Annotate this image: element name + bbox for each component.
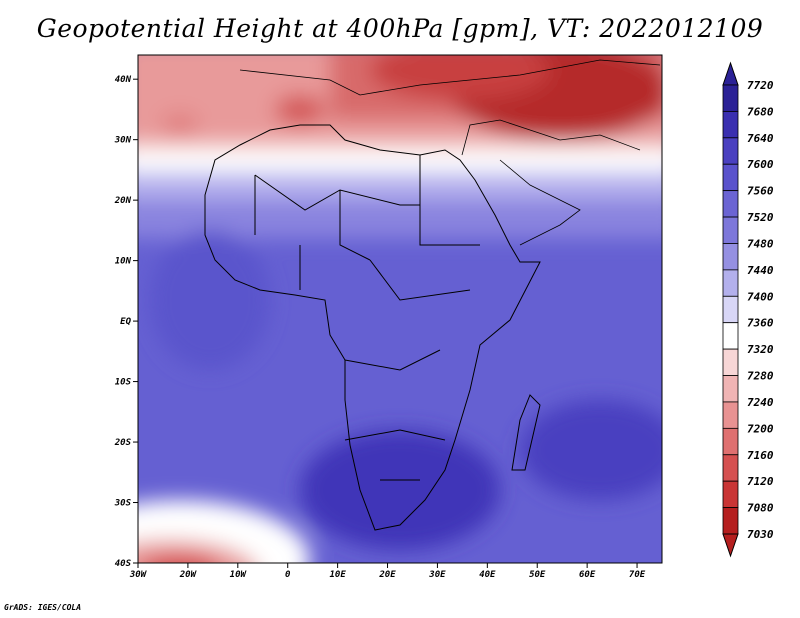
legend-swatch [722, 375, 739, 403]
legend-max-arrow [722, 61, 739, 86]
legend-label: 7320 [747, 343, 774, 356]
legend-min-arrow [722, 533, 739, 558]
legend-swatch [722, 295, 739, 324]
legend-swatch [722, 190, 739, 218]
legend-swatch [722, 137, 739, 165]
legend-swatch [722, 322, 739, 350]
lat-label: EQ [120, 317, 131, 327]
legend-swatch [722, 111, 739, 139]
legend-label: 7200 [747, 422, 774, 435]
lon-label: 40E [479, 570, 496, 580]
legend-label: 7480 [747, 237, 774, 250]
lat-label: 20S [114, 438, 132, 448]
legend-swatch [722, 348, 739, 376]
lat-label: 30N [114, 136, 132, 146]
legend-label: 7600 [747, 158, 774, 171]
legend-swatch [722, 216, 739, 244]
legend-label: 7080 [747, 502, 774, 515]
lat-label: 30S [114, 499, 132, 509]
legend-swatch [722, 163, 739, 192]
lat-label: 20N [114, 196, 132, 206]
lon-label: 60E [579, 570, 596, 580]
lat-label: 40S [115, 559, 132, 569]
legend-swatch [722, 401, 739, 429]
legend-label: 7560 [747, 185, 774, 198]
map-frame [137, 54, 663, 564]
lat-label: 40N [115, 75, 132, 85]
legend-label: 7280 [747, 370, 774, 383]
legend-swatch [722, 454, 739, 482]
color-legend: 7720 7680 7640 7600 7560 7520 7480 7440 7400 7360… [722, 61, 774, 558]
legend-swatch [722, 480, 739, 508]
legend-swatch [722, 427, 739, 456]
legend-label: 7240 [747, 396, 774, 409]
legend-label: 7680 [747, 105, 774, 118]
legend-label: 7120 [747, 475, 774, 488]
legend-label: 7400 [747, 290, 774, 303]
lon-label: 30W [129, 570, 148, 580]
legend-label: 7640 [747, 132, 774, 145]
lon-label: 10W [230, 570, 248, 580]
grads-credit: GrADS: IGES/COLA [4, 603, 82, 612]
lat-label: 10S [115, 378, 132, 388]
chart-title: Geopotential Height at 400hPa [gpm], VT:… [36, 14, 764, 43]
lon-label: 50E [529, 570, 546, 580]
lon-label: 30E [428, 570, 446, 580]
lon-label: 20W [179, 570, 198, 580]
legend-swatch [722, 243, 739, 271]
legend-label: 7360 [747, 317, 774, 330]
lon-label: 70E [629, 570, 646, 580]
country-borders [204, 59, 661, 531]
legend-label: 7440 [747, 264, 774, 277]
height-field [138, 55, 662, 563]
legend-swatch [722, 84, 739, 112]
legend-label: 7520 [747, 211, 774, 224]
lon-label: 20E [378, 570, 396, 580]
lon-label: 0 [285, 570, 291, 580]
legend-swatch [722, 507, 739, 535]
lon-label: 10E [329, 570, 346, 580]
legend-label: 7160 [747, 449, 774, 462]
lat-label: 10N [115, 257, 132, 267]
legend-label: 7720 [747, 79, 774, 92]
legend-swatch [722, 269, 739, 297]
legend-label: 7030 [747, 528, 774, 541]
